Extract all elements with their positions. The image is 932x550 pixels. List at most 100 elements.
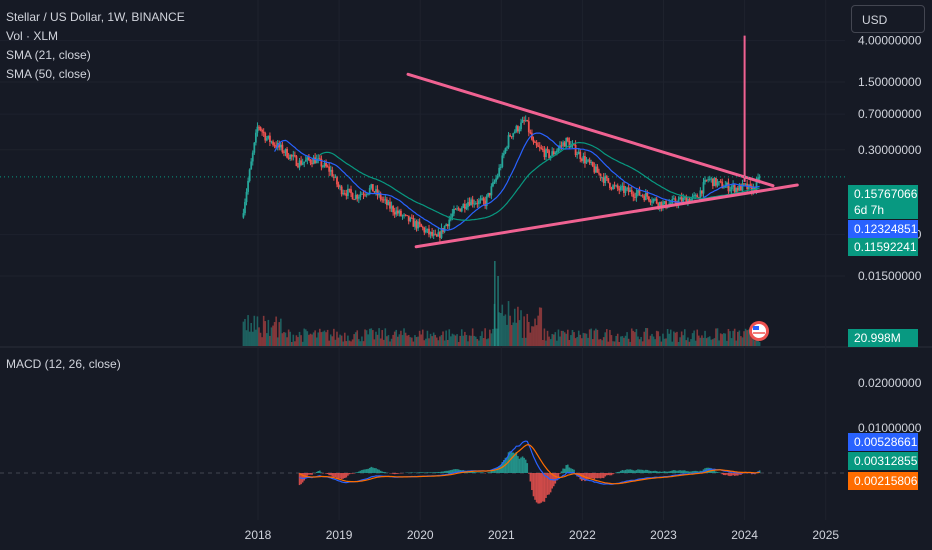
volume-bar: [693, 330, 695, 346]
currency-selector[interactable]: USD: [851, 5, 925, 33]
volume-bar: [255, 329, 257, 346]
macd-histogram-bar: [712, 470, 714, 473]
volume-bar: [576, 337, 578, 346]
volume-bar: [687, 337, 689, 346]
candle-body: [618, 188, 621, 191]
macd-histogram-bar: [599, 473, 602, 479]
volume-bar: [726, 340, 728, 346]
macd-histogram-bar: [708, 467, 711, 473]
candle-body: [593, 166, 596, 173]
volume-bar: [375, 331, 377, 346]
volume-bar: [265, 333, 268, 346]
macd-histogram-bar: [716, 472, 719, 473]
macd-histogram-bar: [563, 468, 566, 473]
macd-histogram-bar: [662, 471, 664, 473]
volume-bar: [468, 335, 471, 346]
macd-histogram-bar: [379, 470, 382, 473]
volume-tag: 20.998M: [848, 329, 918, 347]
macd-histogram-bar: [570, 468, 572, 473]
macd-histogram-bar: [690, 471, 692, 473]
candle-body: [295, 156, 298, 166]
candle-body: [329, 169, 332, 172]
candle-body: [485, 196, 488, 206]
macd-histogram-bar: [562, 468, 564, 473]
macd-histogram-bar: [551, 473, 554, 489]
volume-bar: [542, 339, 544, 346]
candle-body: [322, 166, 324, 168]
macd-histogram-bar: [655, 471, 658, 473]
candle-body: [439, 232, 441, 238]
macd-histogram-bar: [448, 470, 451, 473]
macd-histogram-bar: [368, 467, 371, 473]
macd-histogram-bar: [434, 472, 437, 473]
volume-bar: [445, 330, 447, 346]
macd-histogram-bar: [347, 473, 349, 476]
volume-bar: [434, 334, 437, 346]
volume-bar: [390, 338, 393, 346]
candle-body: [716, 182, 719, 186]
candle-body: [579, 151, 582, 160]
candle-body: [468, 202, 471, 206]
macd-histogram-bar: [691, 471, 694, 473]
volume-bar: [746, 330, 748, 346]
x-tick-label: 2019: [326, 528, 353, 542]
macd-histogram-bar: [418, 472, 421, 473]
macd-histogram-bar: [740, 473, 742, 475]
volume-bar: [267, 319, 270, 346]
macd-histogram-bar: [309, 473, 312, 475]
histogram-tag: 0.00215806: [848, 472, 918, 490]
macd-histogram-bar: [531, 473, 533, 491]
macd-histogram-bar: [446, 470, 449, 473]
candle-body: [516, 126, 519, 132]
volume-bar: [297, 337, 299, 346]
volume-bar: [609, 329, 611, 346]
volume-bar: [637, 336, 639, 346]
volume-bar: [264, 321, 267, 346]
candle-body: [264, 133, 267, 141]
candle-body: [615, 185, 618, 187]
volume-bar: [694, 340, 697, 346]
volume-bar: [450, 336, 452, 346]
candle-body: [448, 219, 451, 227]
candle-body: [315, 158, 318, 164]
macd-histogram-bar: [596, 473, 599, 479]
macd-histogram-bar: [311, 473, 313, 475]
candle-body: [283, 152, 285, 153]
volume-bar: [517, 306, 519, 346]
macd-histogram-bar: [660, 471, 663, 473]
volume-bar: [710, 339, 713, 346]
candle-body: [655, 198, 658, 204]
candle-body: [392, 206, 395, 213]
candle-body: [566, 137, 569, 142]
macd-histogram-bar: [393, 473, 396, 475]
candle-body: [410, 217, 413, 219]
candle-body: [279, 144, 282, 148]
volume-bar: [615, 335, 617, 346]
candle-body: [311, 162, 313, 165]
volume-bar: [339, 334, 341, 346]
macd-histogram-bar: [451, 469, 454, 473]
candle-body: [552, 151, 555, 155]
volume-bar: [665, 338, 667, 346]
volume-bar: [320, 332, 323, 346]
candle-body: [605, 176, 608, 179]
volume-bar: [284, 332, 287, 346]
macd-histogram-bar: [646, 469, 649, 473]
candle-body: [412, 218, 415, 227]
volume-bar: [287, 329, 290, 346]
candle-body: [334, 176, 337, 178]
candle-body: [654, 198, 657, 200]
volume-bar: [721, 334, 724, 346]
candle-body: [563, 142, 566, 147]
volume-bar: [757, 340, 759, 346]
candle-body: [604, 176, 607, 183]
volume-bar: [584, 333, 586, 346]
volume-bar: [624, 335, 627, 346]
volume-bar: [727, 329, 730, 346]
candle-body: [635, 192, 638, 198]
candle-body: [470, 199, 473, 206]
volume-bar: [280, 318, 282, 346]
volume-bar: [560, 330, 563, 346]
candle-body: [418, 221, 421, 225]
